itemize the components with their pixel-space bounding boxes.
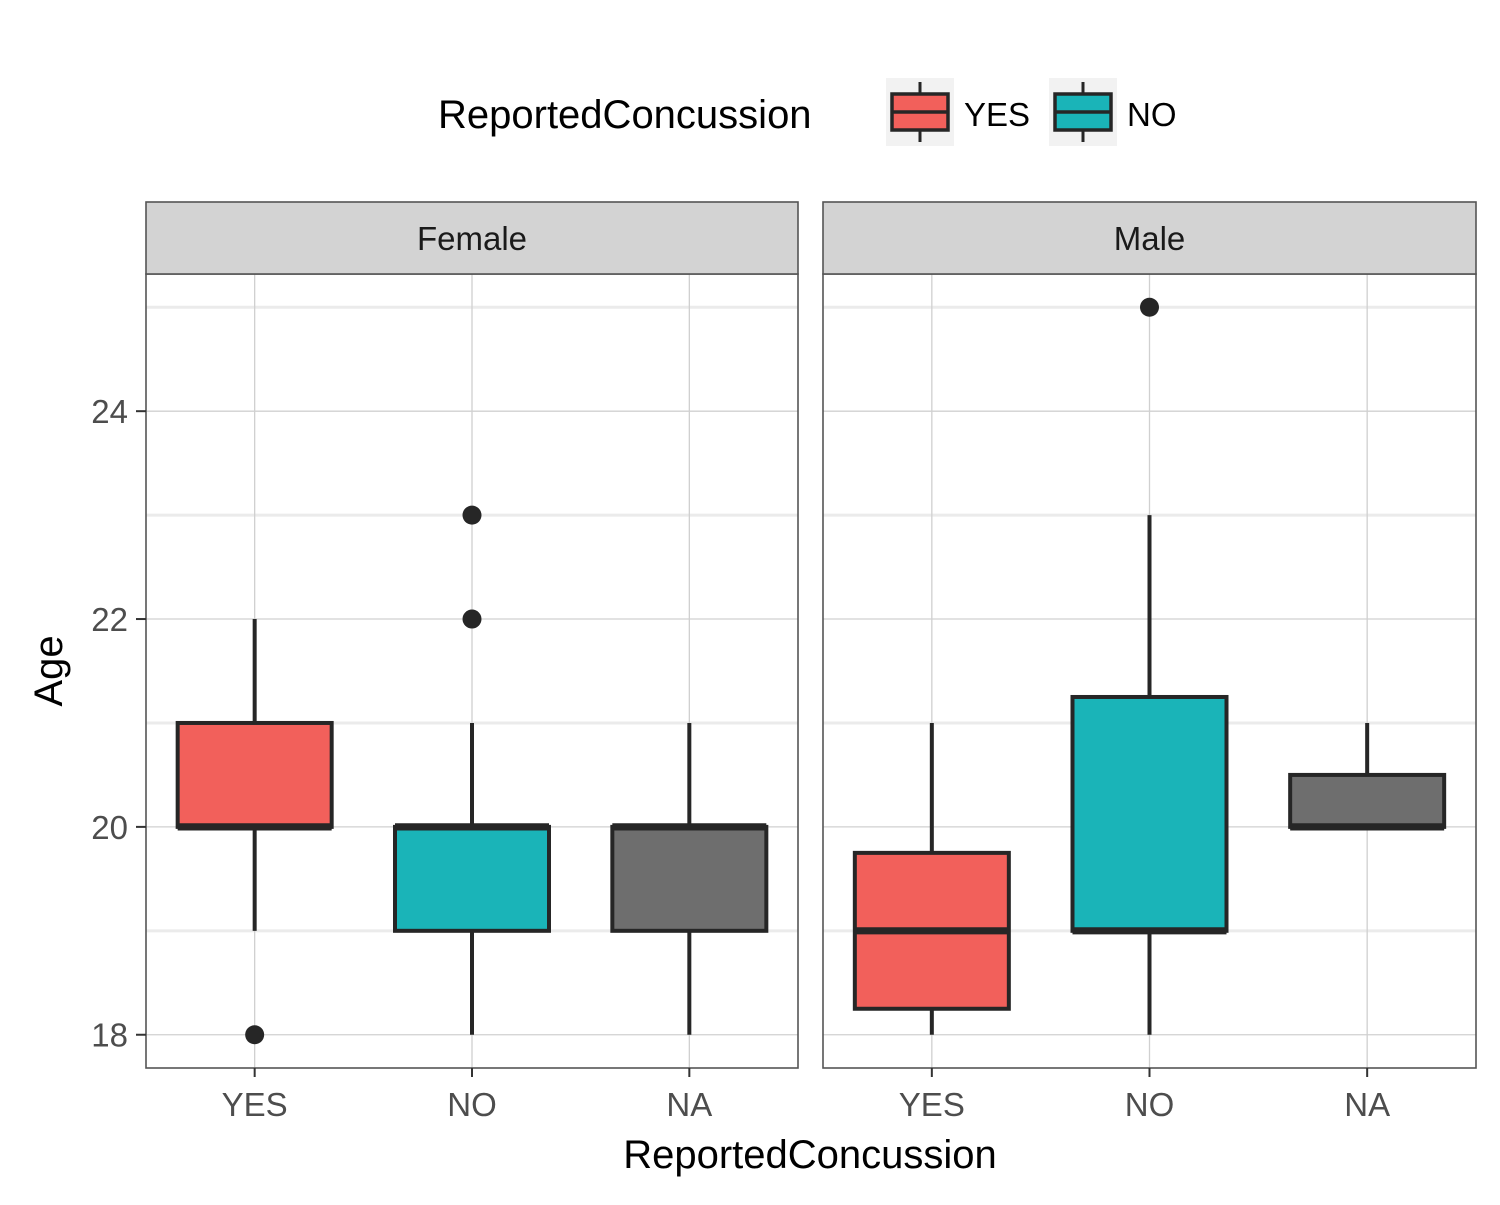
outlier-point (462, 609, 482, 629)
y-axis: 18 20 22 24 (91, 393, 146, 1054)
facet-panels: Female YES NO NA Male YES NO NA (145, 201, 1477, 1123)
outlier-point (245, 1025, 265, 1045)
legend-label: YES (964, 96, 1030, 133)
box-body (610, 824, 769, 933)
legend-title: ReportedConcussion (438, 93, 812, 137)
x-tick-label: NA (1344, 1086, 1390, 1123)
facet-strip-label: Female (417, 220, 527, 257)
y-tick-label: 24 (91, 393, 128, 430)
facet-strip (822, 201, 1477, 275)
outlier-point (462, 505, 482, 525)
box-male-yes (852, 722, 1011, 1035)
box-male-no (1070, 297, 1229, 1035)
box-female-yes (175, 619, 334, 1045)
outlier-point (1140, 297, 1159, 317)
box-body (175, 720, 334, 829)
x-axis-title: ReportedConcussion (623, 1133, 997, 1177)
box-body (393, 824, 551, 933)
x-tick-label: NA (666, 1086, 712, 1123)
y-tick-label: 20 (91, 809, 128, 846)
facet-strip (145, 201, 799, 275)
x-tick-label: YES (899, 1086, 965, 1123)
legend-entry-no: NO (1049, 78, 1177, 146)
legend-entry-yes: YES (886, 78, 1030, 146)
legend: ReportedConcussion YES NO (438, 78, 1177, 146)
x-tick-label: YES (222, 1086, 288, 1123)
x-tick-label: NO (1125, 1086, 1175, 1123)
panel-male: Male YES NO NA (822, 201, 1477, 1123)
box-body (1288, 772, 1447, 829)
panel-female: Female YES NO NA (145, 201, 799, 1123)
box-male-na (1288, 722, 1447, 831)
y-axis-title: Age (27, 635, 71, 706)
facet-strip-label: Male (1114, 220, 1186, 257)
y-tick-label: 18 (91, 1017, 128, 1054)
box-female-na (610, 722, 769, 1035)
x-tick-label: NO (447, 1086, 497, 1123)
y-tick-label: 22 (91, 601, 128, 638)
legend-label: NO (1127, 96, 1177, 133)
box-body (1070, 694, 1229, 933)
box-female-no (393, 505, 551, 1035)
